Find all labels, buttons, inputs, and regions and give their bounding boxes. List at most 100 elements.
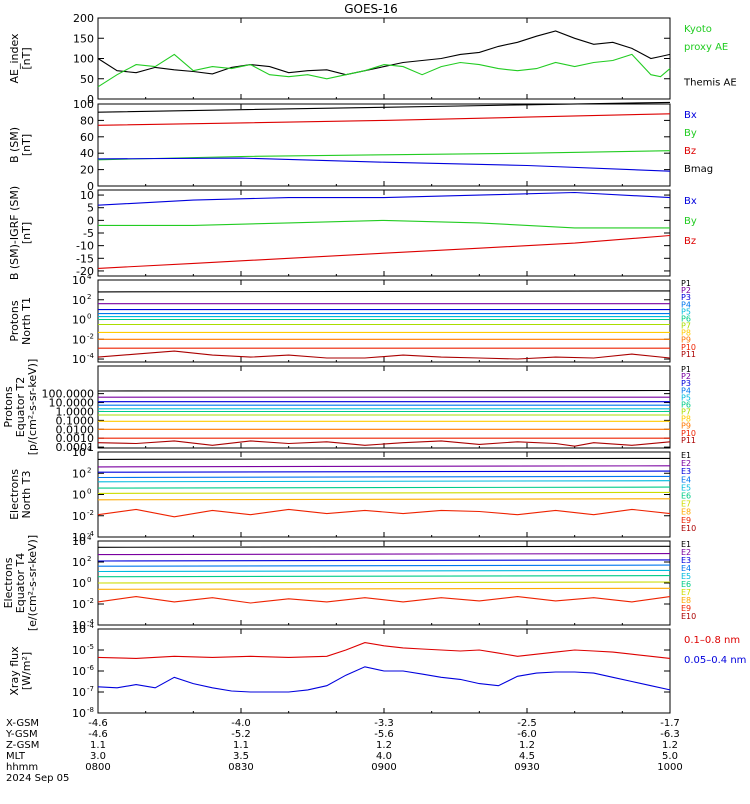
x-row-value: -6.3 bbox=[660, 729, 680, 740]
x-row-value: -5.2 bbox=[231, 729, 251, 740]
legend-item: P10 bbox=[681, 429, 696, 438]
legend-item: E4 bbox=[681, 475, 691, 484]
y-tick-exponent: -7 bbox=[87, 685, 94, 693]
legend-item: P8 bbox=[681, 415, 691, 424]
legend-item: E2 bbox=[681, 459, 691, 468]
series-line-0-1-0-8-nm bbox=[97, 642, 671, 659]
y-tick-label: 60 bbox=[80, 131, 94, 144]
y-tick-label: 100.0000 bbox=[42, 388, 95, 401]
y-axis-label: B (SM)-IGRF (SM)[nT] bbox=[8, 186, 33, 280]
y-tick-label: 10 bbox=[72, 535, 86, 548]
legend-item: P4 bbox=[681, 300, 691, 309]
legend-item: Bx bbox=[684, 196, 697, 207]
series-line-e1 bbox=[97, 545, 671, 548]
y-axis-label-line: Equator T2 bbox=[14, 377, 27, 437]
series-line-e2 bbox=[97, 553, 671, 556]
y-tick-label: 10 bbox=[72, 446, 86, 459]
series-line-e1 bbox=[97, 457, 671, 460]
x-row-value: 1.2 bbox=[376, 740, 392, 751]
y-tick-label: 10 bbox=[72, 489, 86, 502]
y-axis-label-line: North T3 bbox=[20, 471, 33, 519]
legend-item: P9 bbox=[681, 422, 691, 431]
y-tick-label: 10 bbox=[72, 333, 86, 346]
legend-item: E1 bbox=[681, 540, 691, 549]
y-tick-exponent: -6 bbox=[87, 664, 95, 672]
panel-frame bbox=[97, 279, 671, 363]
series-line-by bbox=[98, 219, 670, 229]
series-line-p11 bbox=[97, 350, 671, 360]
panel-2: 0 20 40 60 80 100 B (SM)[nT] Bx By Bz Bmag bbox=[8, 98, 713, 193]
y-axis-label: B (SM)[nT] bbox=[8, 127, 33, 163]
x-row-value: -4.0 bbox=[231, 718, 251, 729]
x-row-value: -4.6 bbox=[88, 729, 108, 740]
y-tick-label: 10 bbox=[72, 531, 86, 544]
y-tick-label: -20 bbox=[76, 265, 94, 278]
y-tick-exponent: -2 bbox=[87, 597, 94, 605]
legend-item: P3 bbox=[681, 379, 691, 388]
series-line-e6 bbox=[97, 575, 671, 578]
legend-item: P8 bbox=[681, 329, 691, 338]
y-tick-label: 1.0000 bbox=[56, 405, 95, 418]
y-axis-label: ProtonsNorth T1 bbox=[8, 297, 33, 345]
y-tick-label: 100 bbox=[73, 98, 94, 111]
series-line-e9 bbox=[97, 508, 671, 518]
y-axis-label-line: [p/(cm²-s-sr-keV)] bbox=[26, 359, 39, 456]
y-tick-exponent: -4 bbox=[87, 618, 95, 626]
y-axis-label-line: AE_index bbox=[8, 33, 21, 84]
series-line-e6 bbox=[97, 486, 671, 489]
y-tick-exponent: 0 bbox=[87, 313, 91, 321]
y-tick-exponent: -2 bbox=[87, 509, 94, 517]
legend-item: Bmag bbox=[684, 164, 713, 175]
series-line-bx bbox=[97, 157, 671, 172]
legend-item: P11 bbox=[681, 350, 696, 359]
y-tick-exponent: 4 bbox=[87, 534, 92, 542]
x-row-value: 4.5 bbox=[519, 751, 535, 762]
x-row-value: 1.2 bbox=[662, 740, 678, 751]
legend-item: proxy AE bbox=[684, 42, 728, 53]
y-tick-label: 0.0100 bbox=[56, 423, 95, 436]
y-axis-label-line: B (SM)-IGRF (SM) bbox=[8, 186, 21, 280]
y-tick-exponent: -4 bbox=[87, 352, 95, 360]
series-line-e4 bbox=[97, 564, 671, 567]
y-tick-label: 10 bbox=[72, 556, 86, 569]
legend-item: 0.05–0.4 nm bbox=[684, 655, 746, 666]
legend-item: E8 bbox=[681, 596, 691, 605]
y-tick-exponent: 2 bbox=[87, 466, 91, 474]
y-tick-label: 10 bbox=[72, 644, 86, 657]
legend-item: E10 bbox=[681, 524, 696, 533]
legend-item: P3 bbox=[681, 293, 691, 302]
x-row-value: 1.2 bbox=[519, 740, 535, 751]
legend-item: P7 bbox=[681, 408, 691, 417]
y-tick-label: 0 bbox=[87, 93, 94, 106]
y-axis-label-line: [e/(cm²-s-sr-keV)] bbox=[26, 535, 39, 631]
y-tick-label: 10 bbox=[72, 353, 86, 366]
x-row-value: 3.5 bbox=[233, 751, 249, 762]
x-row-label: Z-GSM bbox=[6, 740, 39, 751]
legend-item: E3 bbox=[681, 467, 691, 476]
series-line-by bbox=[97, 150, 671, 161]
y-tick-label: 10 bbox=[72, 314, 86, 327]
panel-frame bbox=[97, 451, 671, 538]
y-tick-label: 5 bbox=[87, 202, 94, 215]
y-tick-label: 10 bbox=[72, 619, 86, 632]
x-row-value: -1.7 bbox=[660, 718, 680, 729]
legend-item: E6 bbox=[681, 580, 691, 589]
x-row-value: -5.6 bbox=[374, 729, 394, 740]
y-tick-exponent: 4 bbox=[87, 445, 92, 453]
x-row-label: hhmm bbox=[6, 762, 38, 773]
y-axis-label-line: Electrons bbox=[2, 557, 15, 608]
x-row-value: 1000 bbox=[657, 762, 682, 773]
y-tick-label: 100 bbox=[73, 53, 94, 66]
y-tick-label: 10 bbox=[72, 294, 86, 307]
y-axis-label: ElectronsEquator T4[e/(cm²-s-sr-keV)] bbox=[2, 535, 39, 631]
panel-frame bbox=[97, 17, 671, 100]
panel-1: 0 50 100 150 200 AE_index[nT] Kyoto proxy AE The… bbox=[8, 12, 737, 106]
y-tick-label: 50 bbox=[80, 73, 94, 86]
legend-item: P9 bbox=[681, 336, 691, 345]
y-tick-label: 0 bbox=[87, 214, 94, 227]
y-tick-label: 0.1000 bbox=[56, 414, 95, 427]
